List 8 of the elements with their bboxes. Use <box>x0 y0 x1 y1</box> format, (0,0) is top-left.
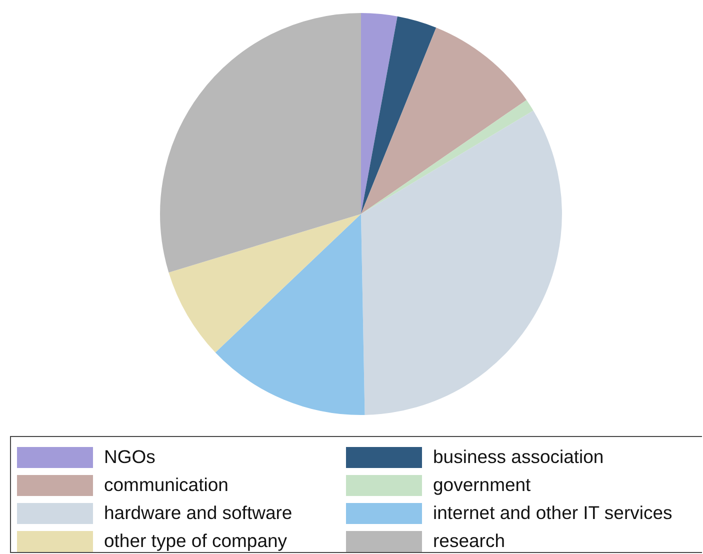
legend-label: research <box>433 530 505 552</box>
legend-label: communication <box>104 474 228 496</box>
legend-label: hardware and software <box>104 502 292 524</box>
legend-label: NGOs <box>104 446 156 468</box>
legend-label: business association <box>433 446 604 468</box>
legend-label: internet and other IT services <box>433 502 672 524</box>
legend-label: government <box>433 474 531 496</box>
legend-label: other type of company <box>104 530 288 552</box>
